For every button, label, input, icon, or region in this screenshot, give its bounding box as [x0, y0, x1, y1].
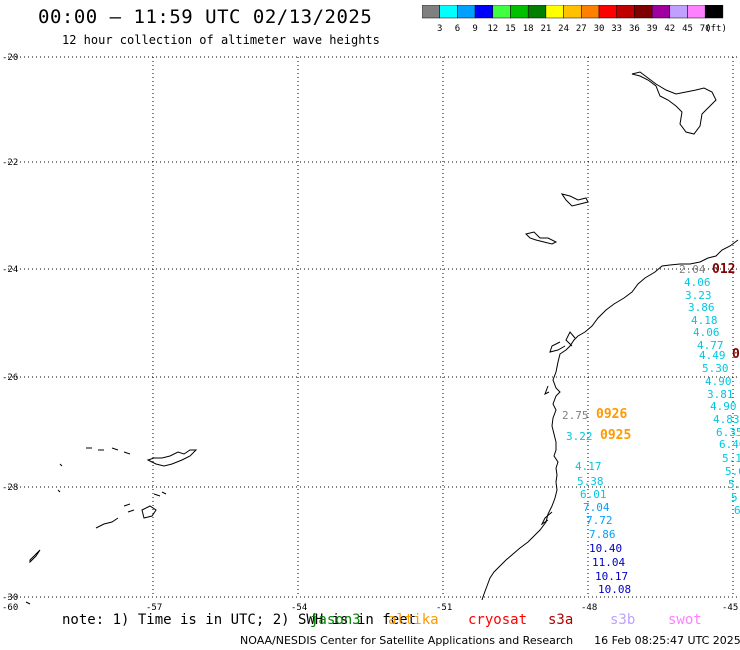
lat-label: -30: [2, 593, 18, 603]
island-3: [525, 231, 558, 245]
pass-time-label: 0: [732, 347, 740, 362]
wave-value: 4.49: [699, 349, 726, 362]
legend-label: 6: [455, 24, 460, 34]
wave-value: 5.1: [722, 452, 740, 465]
lat-label: -26: [2, 373, 18, 383]
map-title: 00:00 – 11:59 UTC 02/13/2025: [38, 6, 373, 28]
legend-label: 27: [576, 24, 587, 34]
legend-label: 3: [437, 24, 442, 34]
satellite-cryosat: cryosat: [468, 612, 528, 628]
wave-value: 7.86: [589, 528, 616, 541]
pass-time-label: 0926: [596, 407, 628, 422]
lat-label: -28: [2, 483, 18, 493]
legend-label: 30: [594, 24, 605, 34]
island-1: [631, 71, 717, 135]
legend-label: 70: [700, 24, 711, 34]
satellite-s3b: s3b: [610, 612, 636, 628]
footer-note-row: note: 1) Time is in UTC; 2) SWH is in fe…: [62, 612, 416, 628]
wave-value: 2.75: [562, 409, 589, 422]
wave-value: 5.: [728, 478, 740, 491]
lat-label: -24: [2, 265, 18, 275]
wave-value: 5.30: [702, 362, 729, 375]
legend-label: 12: [487, 24, 498, 34]
wave-value: 4.06: [693, 326, 720, 339]
lat-label: -20: [2, 53, 18, 63]
pass-time-label: 012: [712, 262, 736, 277]
grid-lines: [8, 56, 738, 598]
wave-value: 6: [734, 504, 740, 517]
island-2: [560, 193, 589, 207]
lon-label: -60: [2, 603, 18, 613]
pass-time-label: 0925: [600, 428, 632, 443]
island-6: [95, 503, 135, 529]
legend-label: 24: [558, 24, 569, 34]
coast-inlet-3: [544, 385, 550, 396]
wave-value: 3.22: [566, 430, 593, 443]
satellite-jason3: jason3: [310, 612, 361, 628]
legend-label: 39: [647, 24, 658, 34]
wave-value: 10.17: [595, 570, 629, 583]
island-8: [25, 463, 63, 605]
wave-value: 4.90: [705, 375, 732, 388]
legend-label: 18: [523, 24, 534, 34]
generated-timestamp: 16 Feb 08:25:47 UTC 2025: [594, 634, 740, 647]
wave-value: 5.6: [725, 465, 740, 478]
wave-value: 11.04: [592, 556, 626, 569]
lon-label: -48: [581, 603, 597, 613]
wave-value: 4.17: [575, 460, 602, 473]
legend-label: 33: [611, 24, 622, 34]
lon-labels: -60 -57 -54 -51 -48 -45: [2, 603, 738, 613]
legend-label: (ft): [705, 24, 727, 34]
wave-value: 5.38: [577, 475, 604, 488]
lat-label: -22: [2, 158, 18, 168]
credit-row: NOAA/NESDIS Center for Satellite Applica…: [240, 634, 740, 647]
wave-value: 6.35: [716, 426, 740, 439]
color-legend: 3 6 9 12 15 18 21 24 27 30 33 36 39 42 45 70(ft): [422, 5, 727, 34]
wave-value: 3.23: [685, 289, 712, 302]
legend-swatch: [704, 5, 724, 19]
legend-label: 9: [472, 24, 477, 34]
satellite-swot: swot: [668, 612, 702, 628]
footer-note: note: 1) Time is in UTC; 2) SWH is in fe…: [62, 612, 417, 628]
wave-value: 4.77: [697, 339, 724, 352]
legend-label: 21: [540, 24, 551, 34]
wave-value: 10.08: [598, 583, 632, 596]
wave-value: 3.86: [688, 301, 715, 314]
island-5: [141, 491, 167, 519]
coastline: [25, 71, 739, 605]
lat-labels: -20 -22 -24 -26 -28 -30: [2, 53, 18, 603]
satellite-altika: altika: [388, 612, 439, 628]
credit-text: NOAA/NESDIS Center for Satellite Applica…: [240, 634, 574, 647]
wave-value: 10.40: [589, 542, 623, 555]
lon-label: -45: [722, 603, 738, 613]
coast-inlet-2: [565, 331, 576, 347]
wave-value: 7.72: [586, 514, 613, 527]
wave-value: 4.18: [691, 314, 718, 327]
wave-value: 7.04: [583, 501, 610, 514]
legend-label: 36: [629, 24, 640, 34]
map-subtitle: 12 hour collection of altimeter wave hei…: [62, 33, 380, 47]
satellite-s3a: s3a: [548, 612, 574, 628]
island-7: [29, 549, 41, 564]
wave-value: 2.04: [679, 263, 706, 276]
mainland-coast: [481, 239, 739, 601]
wave-value: 4.83: [713, 413, 740, 426]
legend-label: 42: [664, 24, 675, 34]
wave-value: 3.81: [707, 388, 734, 401]
wave-value: 4.06: [684, 276, 711, 289]
wave-value: 6.40: [719, 438, 740, 451]
wave-value: 4.90: [710, 400, 737, 413]
coast-inlet-1: [549, 341, 566, 353]
island-4: [86, 447, 198, 467]
legend-label: 45: [682, 24, 693, 34]
lon-label: -57: [146, 603, 162, 613]
legend-label: 15: [505, 24, 516, 34]
wave-value: 6.01: [580, 488, 607, 501]
wave-value: 5: [731, 491, 738, 504]
coast-inlet-4: [540, 511, 553, 526]
lon-label: -51: [436, 603, 452, 613]
lon-label: -54: [291, 603, 307, 613]
